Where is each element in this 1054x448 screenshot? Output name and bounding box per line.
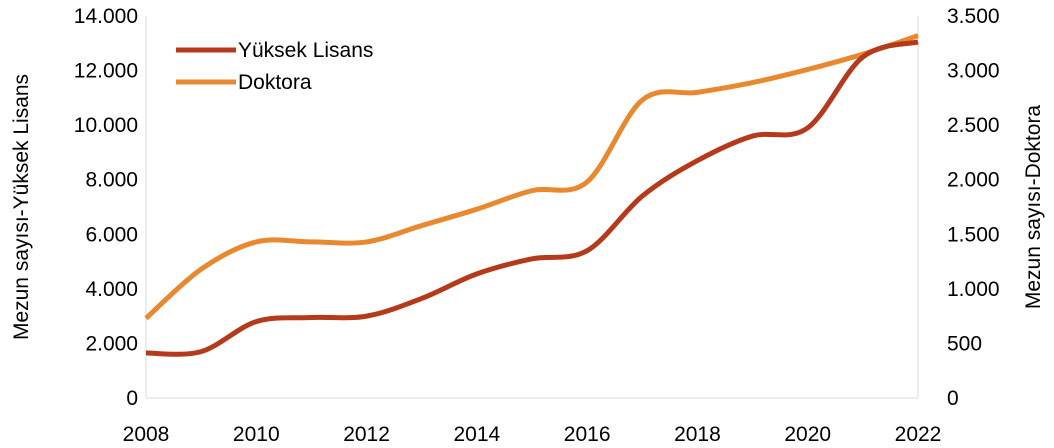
right-y-tick-label: 3.000 [947,60,1000,83]
right-y-tick-label: 2.000 [947,169,1000,192]
x-axis: 2008 2010 2012 2014 2016 2018 2020 2022 [123,423,942,446]
left-y-tick-label: 14.000 [74,5,138,28]
plot-area [145,16,919,399]
left-y-axis: 0 2.000 4.000 6.000 8.000 10.000 12.000 14.000 [74,5,138,410]
left-y-tick-label: 4.000 [85,278,138,301]
right-y-tick-label: 3.500 [947,5,1000,28]
series-line-y-ksek-lisans [145,39,919,357]
x-tick-label: 2014 [453,423,500,446]
left-y-tick-label: 6.000 [85,223,138,246]
legend-label-doktora: Doktora [238,71,312,94]
left-y-tick-label: 12.000 [74,60,138,83]
left-y-tick-label: 2.000 [85,332,138,355]
right-y-tick-label: 2.500 [947,114,1000,137]
right-axis-title: Mezun sayısı-Doktora [1022,105,1045,310]
left-axis-title: Mezun sayısı-Yüksek Lisans [10,74,33,340]
x-tick-label: 2020 [784,423,831,446]
right-y-tick-label: 1.500 [947,223,1000,246]
legend-label-y-ksek-lisans: Yüksek Lisans [238,39,373,62]
x-tick-label: 2016 [564,423,611,446]
right-y-tick-label: 500 [947,332,982,355]
x-tick-label: 2022 [895,423,942,446]
x-tick-label: 2010 [233,423,280,446]
x-tick-label: 2018 [674,423,721,446]
left-y-tick-label: 0 [126,387,138,410]
left-y-tick-label: 10.000 [74,114,138,137]
x-tick-label: 2012 [343,423,390,446]
right-y-axis: 0 500 1.000 1.500 2.000 2.500 3.000 3.500 [947,5,1000,410]
right-y-tick-label: 0 [947,387,959,410]
series-line-doktora [144,33,919,321]
right-y-tick-label: 1.000 [947,278,1000,301]
x-tick-label: 2008 [123,423,170,446]
left-y-tick-label: 8.000 [85,169,138,192]
series-lines [144,33,919,357]
legend: Yüksek Lisans Doktora [176,39,373,94]
